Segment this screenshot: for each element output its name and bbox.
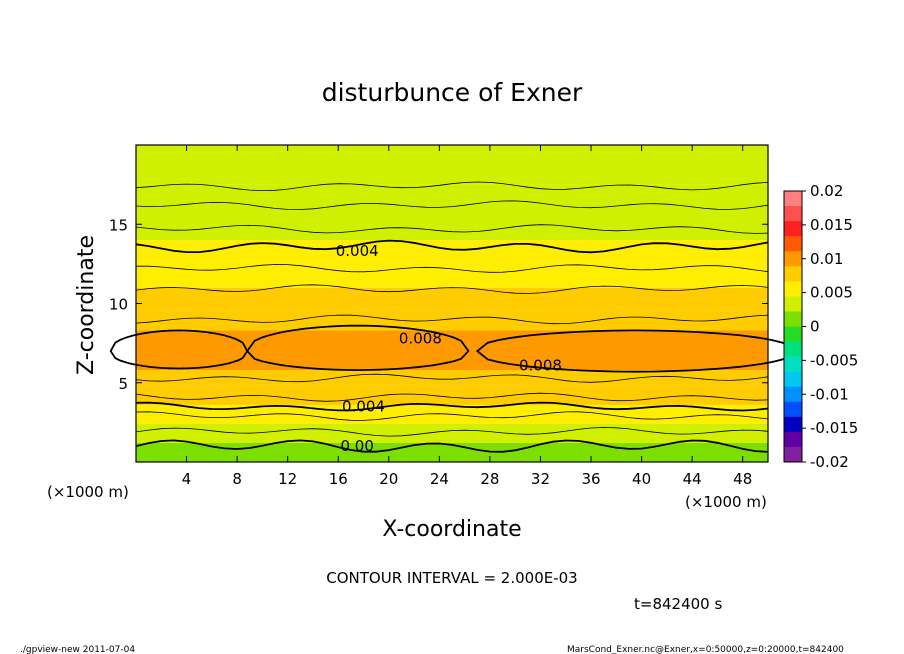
contour-line-008 (246, 324, 470, 372)
colorbar-tick-label: -0.02 (810, 453, 849, 471)
x-tick-label: 28 (480, 470, 499, 488)
colorbar-segment (784, 386, 802, 403)
colorbar-segment (784, 416, 802, 433)
x-tick-label: 36 (581, 470, 600, 488)
x-tick-label: 4 (182, 470, 192, 488)
x-tick-label: 24 (430, 470, 449, 488)
colorbar-segment (784, 341, 802, 358)
contour-line (135, 200, 769, 210)
colorbar-tick-label: -0.01 (810, 385, 849, 403)
y-tick-label: 15 (109, 216, 128, 234)
x-tick-label: 40 (632, 470, 651, 488)
contour-line-bold (135, 239, 769, 254)
colorbar-tick-label: -0.005 (810, 351, 858, 369)
colorbar-segment (784, 206, 802, 222)
colorbar-segment (784, 266, 802, 282)
contour-line-bold (135, 439, 769, 453)
y-axis-label: Z-coordinate (74, 235, 99, 375)
contour-line (135, 224, 769, 234)
x-tick-label: 48 (733, 470, 752, 488)
x-tick-label: 32 (531, 470, 550, 488)
contour-label: 0.00 (340, 437, 373, 455)
contour-label: 0.008 (519, 356, 562, 374)
x-tick-label: 12 (278, 470, 297, 488)
colorbar-segment (784, 281, 802, 297)
colorbar-segment (784, 401, 802, 418)
value-band (136, 370, 768, 386)
colorbar-segment (784, 296, 802, 312)
colorbar-segment (784, 251, 802, 267)
contour-line (135, 373, 769, 383)
colorbar-tick-label: 0.01 (810, 250, 843, 268)
value-band (136, 423, 768, 443)
x-tick-label: 16 (329, 470, 348, 488)
colorbar-segment (784, 431, 802, 448)
colorbar-segment (784, 191, 802, 207)
time-text: t=842400 s (634, 595, 722, 613)
colorbar-segment (784, 356, 802, 373)
y-tick-label: 10 (109, 296, 128, 314)
contour-label: 0.008 (399, 329, 442, 347)
x-unit-label-left: (×1000 m) (47, 483, 129, 501)
colorbar-segment (784, 236, 802, 252)
color-bands (136, 145, 768, 462)
value-band (136, 311, 768, 331)
contour-line (135, 284, 769, 294)
value-band (136, 145, 768, 185)
footer-right: MarsCond_Exner.nc@Exner,x=0:50000,z=0:20… (567, 645, 844, 654)
colorbar-segment (784, 446, 802, 463)
x-axis-label: X-coordinate (382, 517, 521, 542)
colorbar-tick-label: 0 (810, 318, 820, 336)
contour-line (135, 314, 769, 325)
x-tick-label: 8 (232, 470, 242, 488)
colorbar-tick-label: 0.015 (810, 216, 853, 234)
colorbar-segment (784, 311, 802, 327)
contour-line (135, 411, 769, 421)
x-axis-ticks: 4 8 12 16 20 24 28 32 36 40 44 48 (182, 145, 752, 488)
y-tick-label: 5 (118, 375, 128, 393)
colorbar-tick-label: -0.015 (810, 419, 858, 437)
chart-title: disturbunce of Exner (322, 78, 583, 107)
colorbar: 0.02 0.015 0.01 0.005 0 -0.005 -0.01 -0.015 -0.0… (783, 182, 858, 471)
value-band (136, 442, 768, 462)
value-band (136, 385, 768, 405)
value-band (136, 287, 768, 312)
colorbar-segment (784, 371, 802, 388)
colorbar-tick-label: 0.005 (810, 284, 853, 302)
colorbar-segment (784, 221, 802, 237)
contour-label: 0.004 (336, 242, 379, 260)
footer-left: ./gpview-new 2011-07-04 (20, 645, 135, 654)
contour-line (135, 392, 769, 402)
x-unit-label-right: (×1000 m) (685, 493, 767, 511)
colorbar-segment (784, 326, 802, 343)
x-tick-label: 20 (379, 470, 398, 488)
contour-line (136, 264, 769, 273)
x-tick-label: 44 (683, 470, 702, 488)
contour-interval-text: CONTOUR INTERVAL = 2.000E-03 (326, 569, 577, 587)
contour-label: 0.004 (342, 398, 385, 416)
y-axis-ticks: 5 10 15 (109, 216, 768, 393)
contour-line-bold (135, 401, 769, 412)
contour-labels: 0.004 0.008 0.008 0.004 0.00 (336, 242, 562, 455)
value-band (136, 263, 768, 288)
contour-line (135, 427, 769, 437)
contour-line (135, 181, 769, 192)
colorbar-tick-label: 0.02 (810, 182, 843, 200)
contour-lines (109, 181, 795, 453)
